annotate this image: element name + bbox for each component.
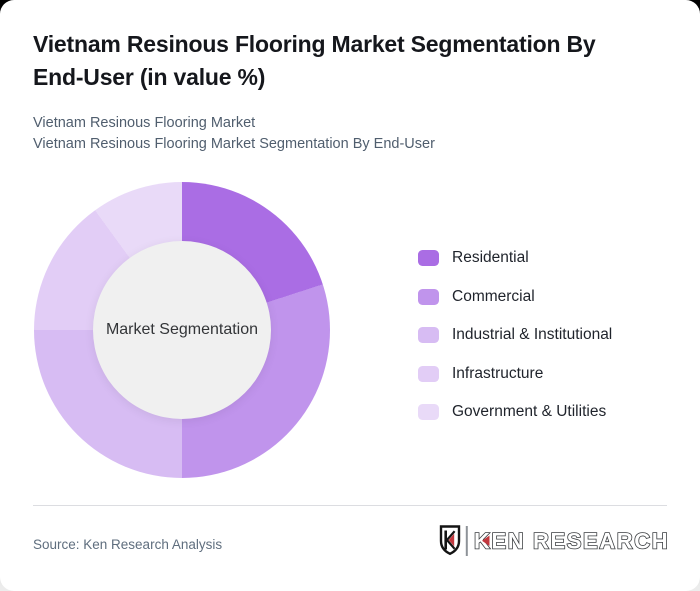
legend-label: Residential <box>452 249 529 267</box>
legend-item-residential: Residential <box>418 239 612 278</box>
legend-label: Industrial & Institutional <box>452 326 613 344</box>
wordmark-red-triangle-icon <box>482 535 490 546</box>
chart-subtitle: Vietnam Resinous Flooring Market Vietnam… <box>33 113 435 155</box>
legend-swatch-infrastructure <box>418 365 439 382</box>
legend-item-commercial: Commercial <box>418 278 612 317</box>
donut-hole: Market Segmentation <box>93 241 271 419</box>
chart-subtitle-line-1: Vietnam Resinous Flooring Market <box>33 115 256 131</box>
page-title: Vietnam Resinous Flooring Market Segment… <box>33 28 683 94</box>
logo-wordmark: KEN RESEARCH <box>474 529 669 554</box>
legend-label: Government & Utilities <box>452 403 607 421</box>
legend-item-infrastructure: Infrastructure <box>418 355 612 394</box>
legend-item-government-utilities: Government & Utilities <box>418 393 612 432</box>
legend-swatch-commercial <box>418 288 439 305</box>
shield-red-triangle-icon <box>448 533 455 547</box>
footer-divider <box>33 505 667 506</box>
legend-swatch-government-utilities <box>418 404 439 421</box>
legend-swatch-residential <box>418 250 439 267</box>
chart-subtitle-line-2: Vietnam Resinous Flooring Market Segment… <box>33 136 435 152</box>
legend-label: Commercial <box>452 287 535 305</box>
ken-research-logo: KEN RESEARCH <box>439 525 669 556</box>
donut-center-label: Market Segmentation <box>105 321 259 338</box>
logo-divider <box>465 526 468 556</box>
page-title-line-1: Vietnam Resinous Flooring Market Segment… <box>33 31 596 57</box>
legend-label: Infrastructure <box>452 364 544 382</box>
legend-item-industrial-institutional: Industrial & Institutional <box>418 316 612 355</box>
page-title-line-2: End-User (in value %) <box>33 64 266 90</box>
donut-chart-area: Market Segmentation <box>34 182 330 478</box>
legend-swatch-industrial-institutional <box>418 327 439 344</box>
chart-legend: Residential Commercial Industrial & Inst… <box>418 239 612 432</box>
ken-research-shield-icon <box>439 525 461 556</box>
source-text: Source: Ken Research Analysis <box>33 537 223 552</box>
